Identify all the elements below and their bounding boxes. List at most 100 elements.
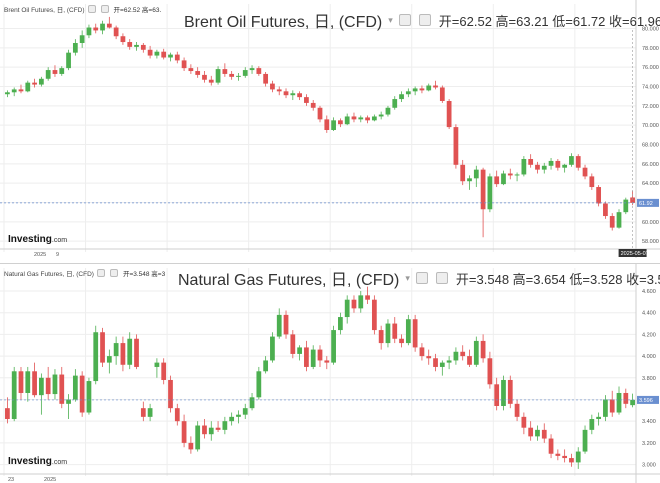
logo-text: Investing <box>8 234 52 245</box>
candle-body <box>426 356 432 359</box>
candle-body <box>181 60 187 69</box>
candle-body <box>256 371 262 398</box>
eye-icon[interactable] <box>100 5 109 13</box>
candle-body <box>208 427 214 435</box>
gas-title: Natural Gas Futures, 日, (CFD) <box>178 272 400 289</box>
candle-body <box>453 127 459 165</box>
candle-body <box>351 116 357 120</box>
candle-body <box>283 91 289 96</box>
candle-body <box>32 82 37 85</box>
candle-body <box>569 156 574 165</box>
candle-body <box>86 27 92 36</box>
candle-body <box>433 358 438 367</box>
candle-body <box>52 70 58 74</box>
y-tick-label: 3.800 <box>642 376 656 382</box>
candle-body <box>596 187 602 204</box>
candle-body <box>38 78 44 85</box>
candle-body <box>324 119 330 130</box>
candle-body <box>582 167 588 177</box>
candle-body <box>93 332 99 382</box>
chevron-down-icon[interactable]: ▾ <box>388 14 393 25</box>
candle-body <box>439 87 445 101</box>
natural-gas-chart-panel: 3.0003.2003.4003.6003.8004.0004.2004.400… <box>0 263 660 483</box>
gas-mini-ohlc: 开=3.548 高=3 <box>122 271 166 278</box>
candle-body <box>72 43 78 53</box>
candle-body <box>439 362 445 367</box>
settings-icon[interactable] <box>415 272 428 284</box>
candle-body <box>324 360 330 363</box>
candle-body <box>467 356 472 365</box>
y-tick-label: 72.000 <box>642 104 659 110</box>
candle-body <box>120 343 126 365</box>
candle-body <box>79 375 85 413</box>
brent-oil-chart-panel: 58.00060.00062.00064.00066.00068.00070.0… <box>0 0 660 258</box>
candle-body <box>630 399 635 406</box>
candle-body <box>501 173 506 185</box>
candle-body <box>236 414 241 417</box>
candle-body <box>59 374 65 404</box>
y-tick-label: 60.000 <box>642 220 659 226</box>
settings-icon[interactable] <box>398 14 411 26</box>
y-tick-label: 68.000 <box>642 143 659 149</box>
candle-body <box>229 416 235 422</box>
candle-body <box>338 317 343 331</box>
candle-body <box>494 384 500 406</box>
candle-body <box>378 114 384 117</box>
eye-icon[interactable] <box>435 272 448 284</box>
candle-body <box>351 299 357 309</box>
candle-body <box>446 360 452 363</box>
candle-body <box>45 70 51 79</box>
candle-body <box>521 159 527 175</box>
candle-body <box>582 429 588 452</box>
candle-body <box>623 199 629 213</box>
brent-mini-header: Brent Oil Futures, 日, (CFD) 开=62.52 高=63… <box>4 4 161 14</box>
last-price-label: 3.596 <box>639 398 653 404</box>
candle-body <box>473 340 479 365</box>
candle-body <box>467 178 472 182</box>
candle-body <box>249 397 255 409</box>
candle-body <box>494 176 500 185</box>
candle-body <box>297 93 302 98</box>
candle-body <box>616 212 622 228</box>
brent-oil-chart: 58.00060.00062.00064.00066.00068.00070.0… <box>0 0 660 258</box>
gas-mini-header: Natural Gas Futures, 日, (CFD) 开=3.548 高=… <box>4 268 165 278</box>
candle-body <box>276 89 282 92</box>
investing-logo: Investing.com <box>8 456 67 467</box>
candle-body <box>134 44 139 47</box>
candle-body <box>276 314 282 337</box>
date-tag-label: 2025-05-07 <box>621 251 649 257</box>
candle-body <box>208 79 214 83</box>
settings-icon[interactable] <box>87 5 96 13</box>
eye-icon[interactable] <box>418 14 431 26</box>
candle-body <box>460 164 466 182</box>
candle-body <box>25 82 31 92</box>
candle-body <box>202 425 207 435</box>
candle-body <box>562 164 568 168</box>
candle-body <box>310 349 316 367</box>
brent-mini-title: Brent Oil Futures, 日, (CFD) <box>4 7 85 14</box>
candle-body <box>419 88 425 91</box>
candle-body <box>473 169 479 179</box>
candle-body <box>66 52 71 69</box>
chevron-down-icon[interactable]: ▾ <box>405 272 410 283</box>
candle-body <box>310 102 316 108</box>
candle-body <box>317 349 323 361</box>
y-tick-label: 80.000 <box>642 27 659 33</box>
candle-body <box>25 371 31 393</box>
candle-body <box>147 408 153 417</box>
y-tick-label: 70.000 <box>642 123 659 129</box>
eye-icon[interactable] <box>109 269 118 277</box>
candle-body <box>168 54 173 58</box>
candle-body <box>399 338 404 344</box>
candle-body <box>290 334 296 354</box>
candle-body <box>32 371 37 396</box>
candle-body <box>378 330 384 344</box>
candle-body <box>507 173 513 176</box>
candle-body <box>174 408 180 422</box>
gas-header: Natural Gas Futures, 日, (CFD) ▾ 开=3.548 … <box>178 266 660 290</box>
settings-icon[interactable] <box>96 269 105 277</box>
candle-body <box>249 68 255 71</box>
candle-body <box>514 403 520 417</box>
candle-body <box>86 381 92 413</box>
y-tick-label: 64.000 <box>642 181 659 187</box>
